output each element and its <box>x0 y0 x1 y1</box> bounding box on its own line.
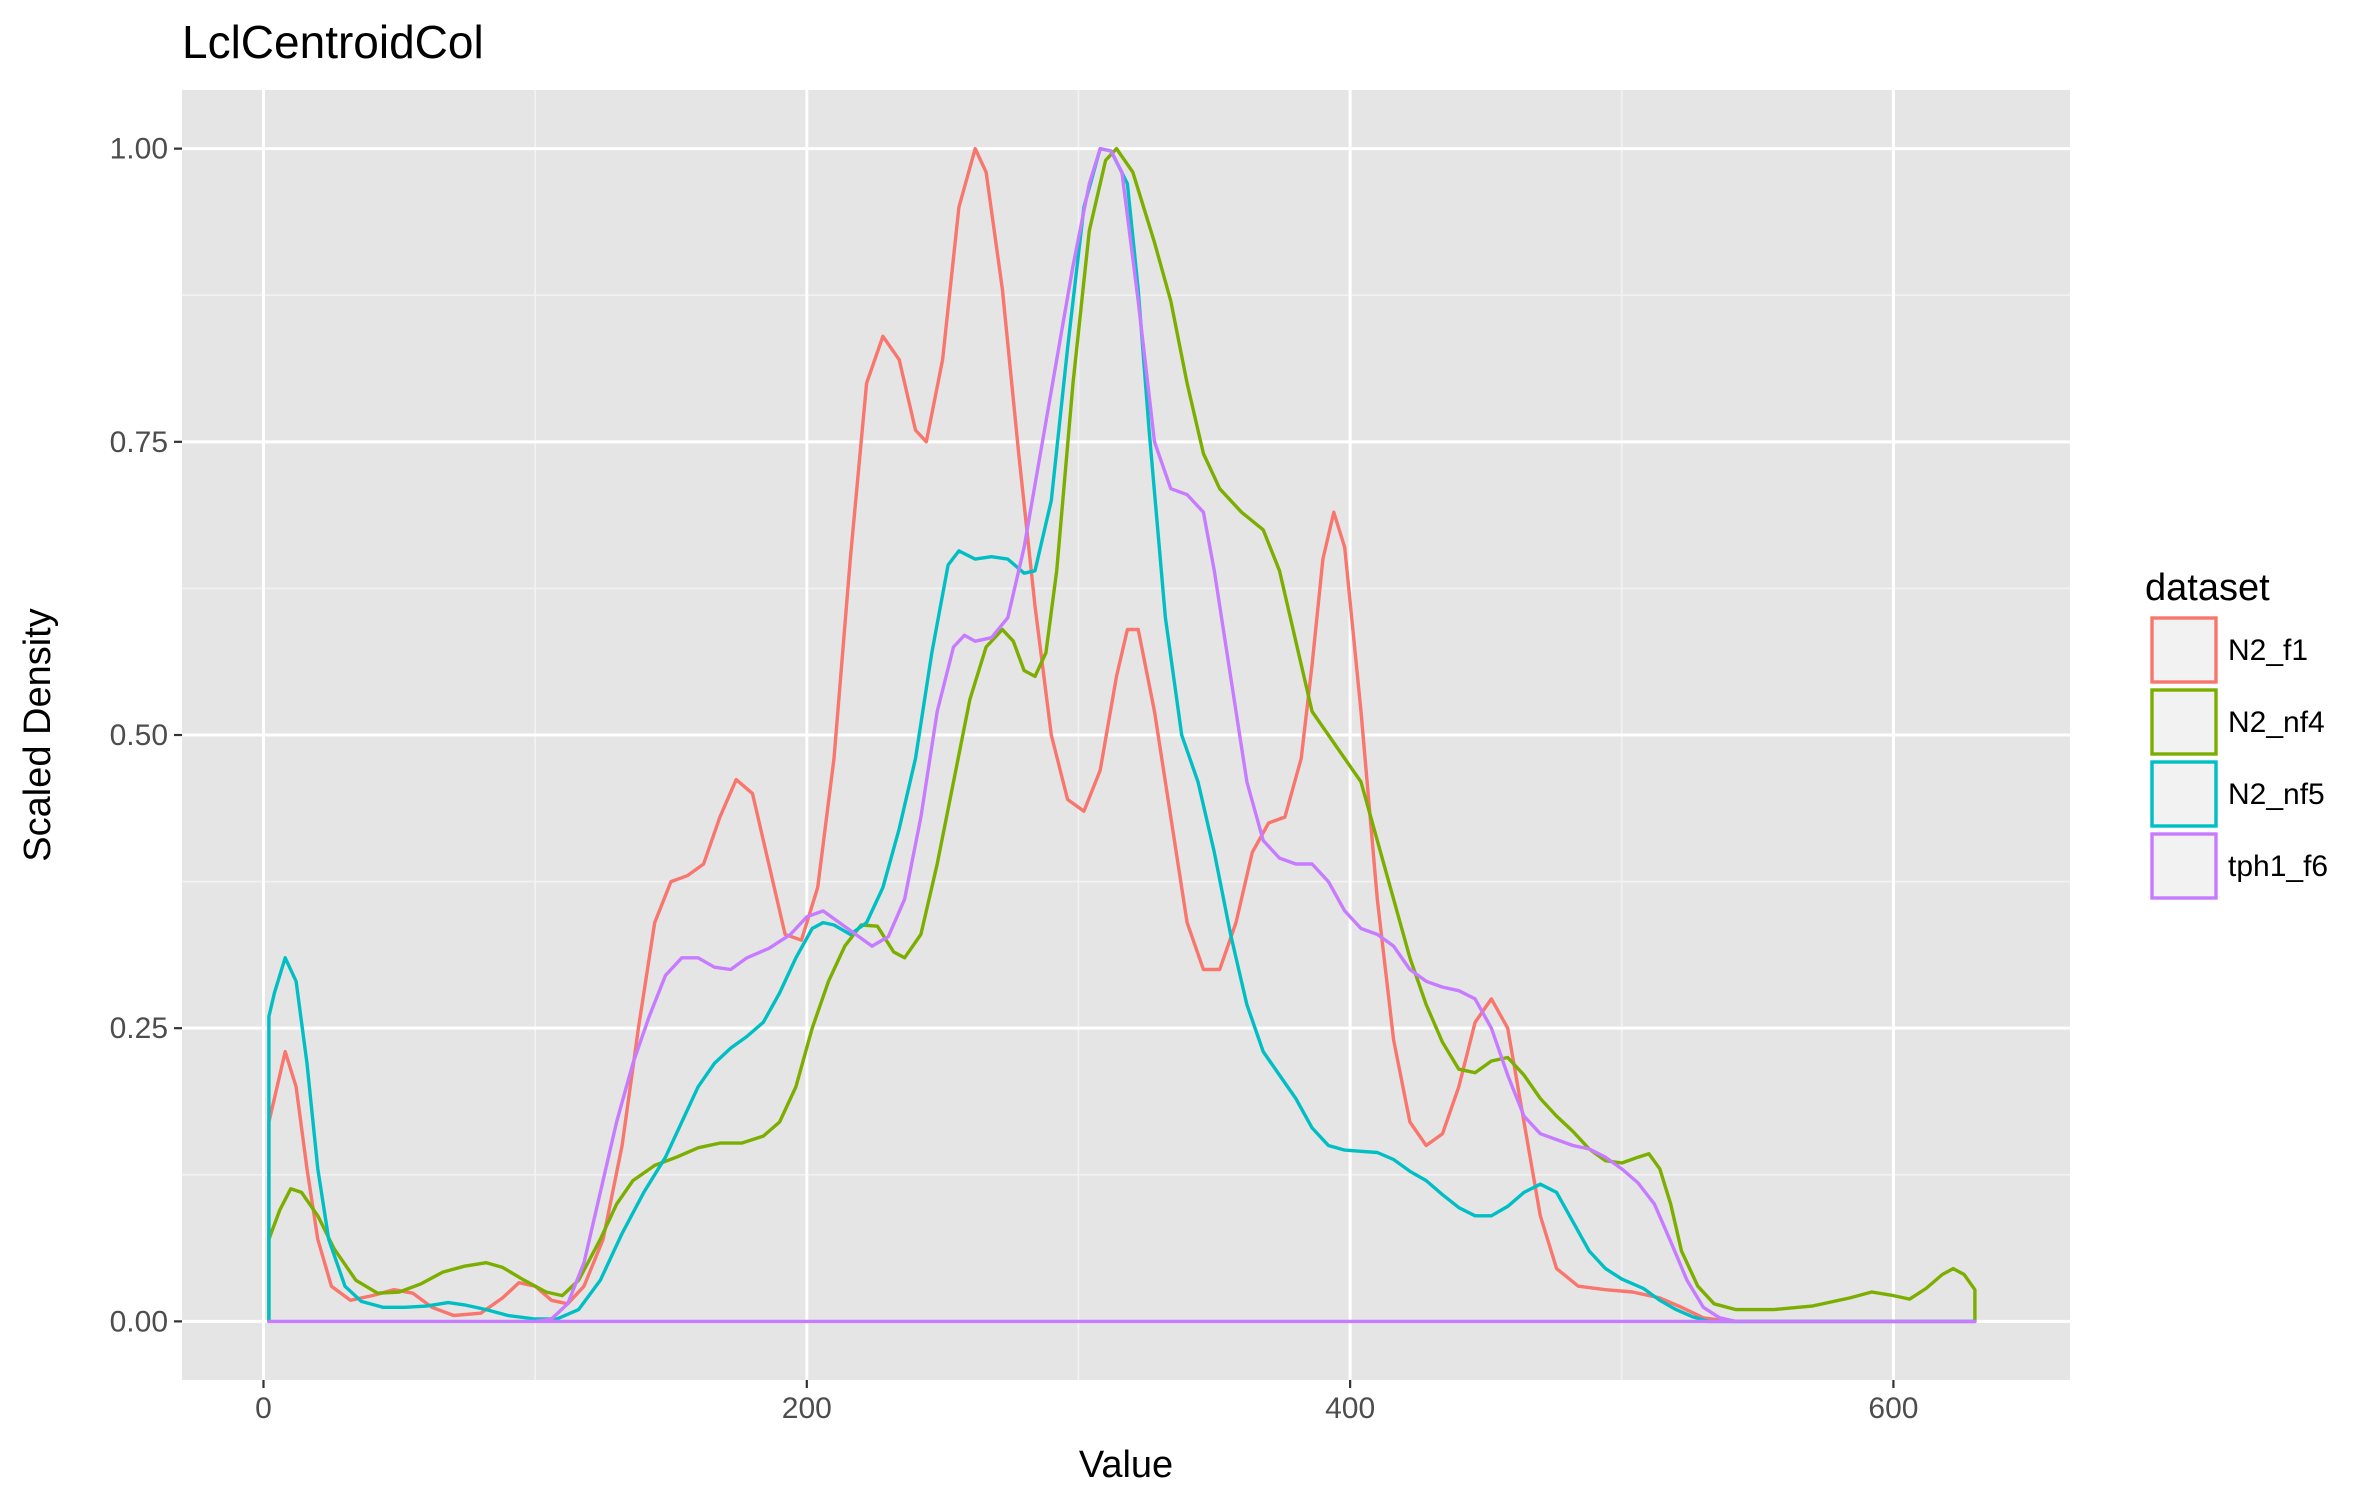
x-tick-label: 200 <box>782 1392 832 1425</box>
y-tick-label: 0.00 <box>110 1305 168 1338</box>
y-axis-title: Scaled Density <box>17 608 59 861</box>
legend-label-tph1_f6: tph1_f6 <box>2228 850 2328 883</box>
legend-key-tph1_f6 <box>2150 832 2218 900</box>
chart-title: LclCentroidCol <box>182 16 484 68</box>
legend-key-N2_nf5 <box>2150 760 2218 828</box>
legend-title: dataset <box>2145 567 2270 609</box>
legend-label-N2_nf5: N2_nf5 <box>2228 778 2325 811</box>
legend-label-N2_f1: N2_f1 <box>2228 634 2308 667</box>
y-tick-label: 0.25 <box>110 1012 168 1045</box>
series-layer <box>267 146 1977 1324</box>
y-tick-label: 1.00 <box>110 133 168 166</box>
y-tick-label: 0.50 <box>110 719 168 752</box>
x-axis: 0 200 400 600 <box>255 1380 1918 1425</box>
series-line-N2_nf5 <box>267 146 1977 1324</box>
legend-key-N2_nf4 <box>2150 688 2218 756</box>
series-line-tph1_f6 <box>267 146 1977 1324</box>
x-tick-label: 0 <box>255 1392 272 1425</box>
series-line-N2_f1 <box>267 146 1977 1324</box>
y-tick-label: 0.75 <box>110 426 168 459</box>
legend-label-N2_nf4: N2_nf4 <box>2228 706 2325 739</box>
grid-lines <box>182 90 2070 1380</box>
x-axis-title: Value <box>1079 1444 1173 1486</box>
legend-key-N2_f1 <box>2150 616 2218 684</box>
x-tick-label: 400 <box>1325 1392 1375 1425</box>
x-tick-label: 600 <box>1868 1392 1918 1425</box>
y-axis: 0.00 0.25 0.50 0.75 1.00 <box>110 133 182 1338</box>
legend: dataset N2_f1 N2_nf4 N2_nf5 tph1_f6 <box>2145 567 2328 900</box>
